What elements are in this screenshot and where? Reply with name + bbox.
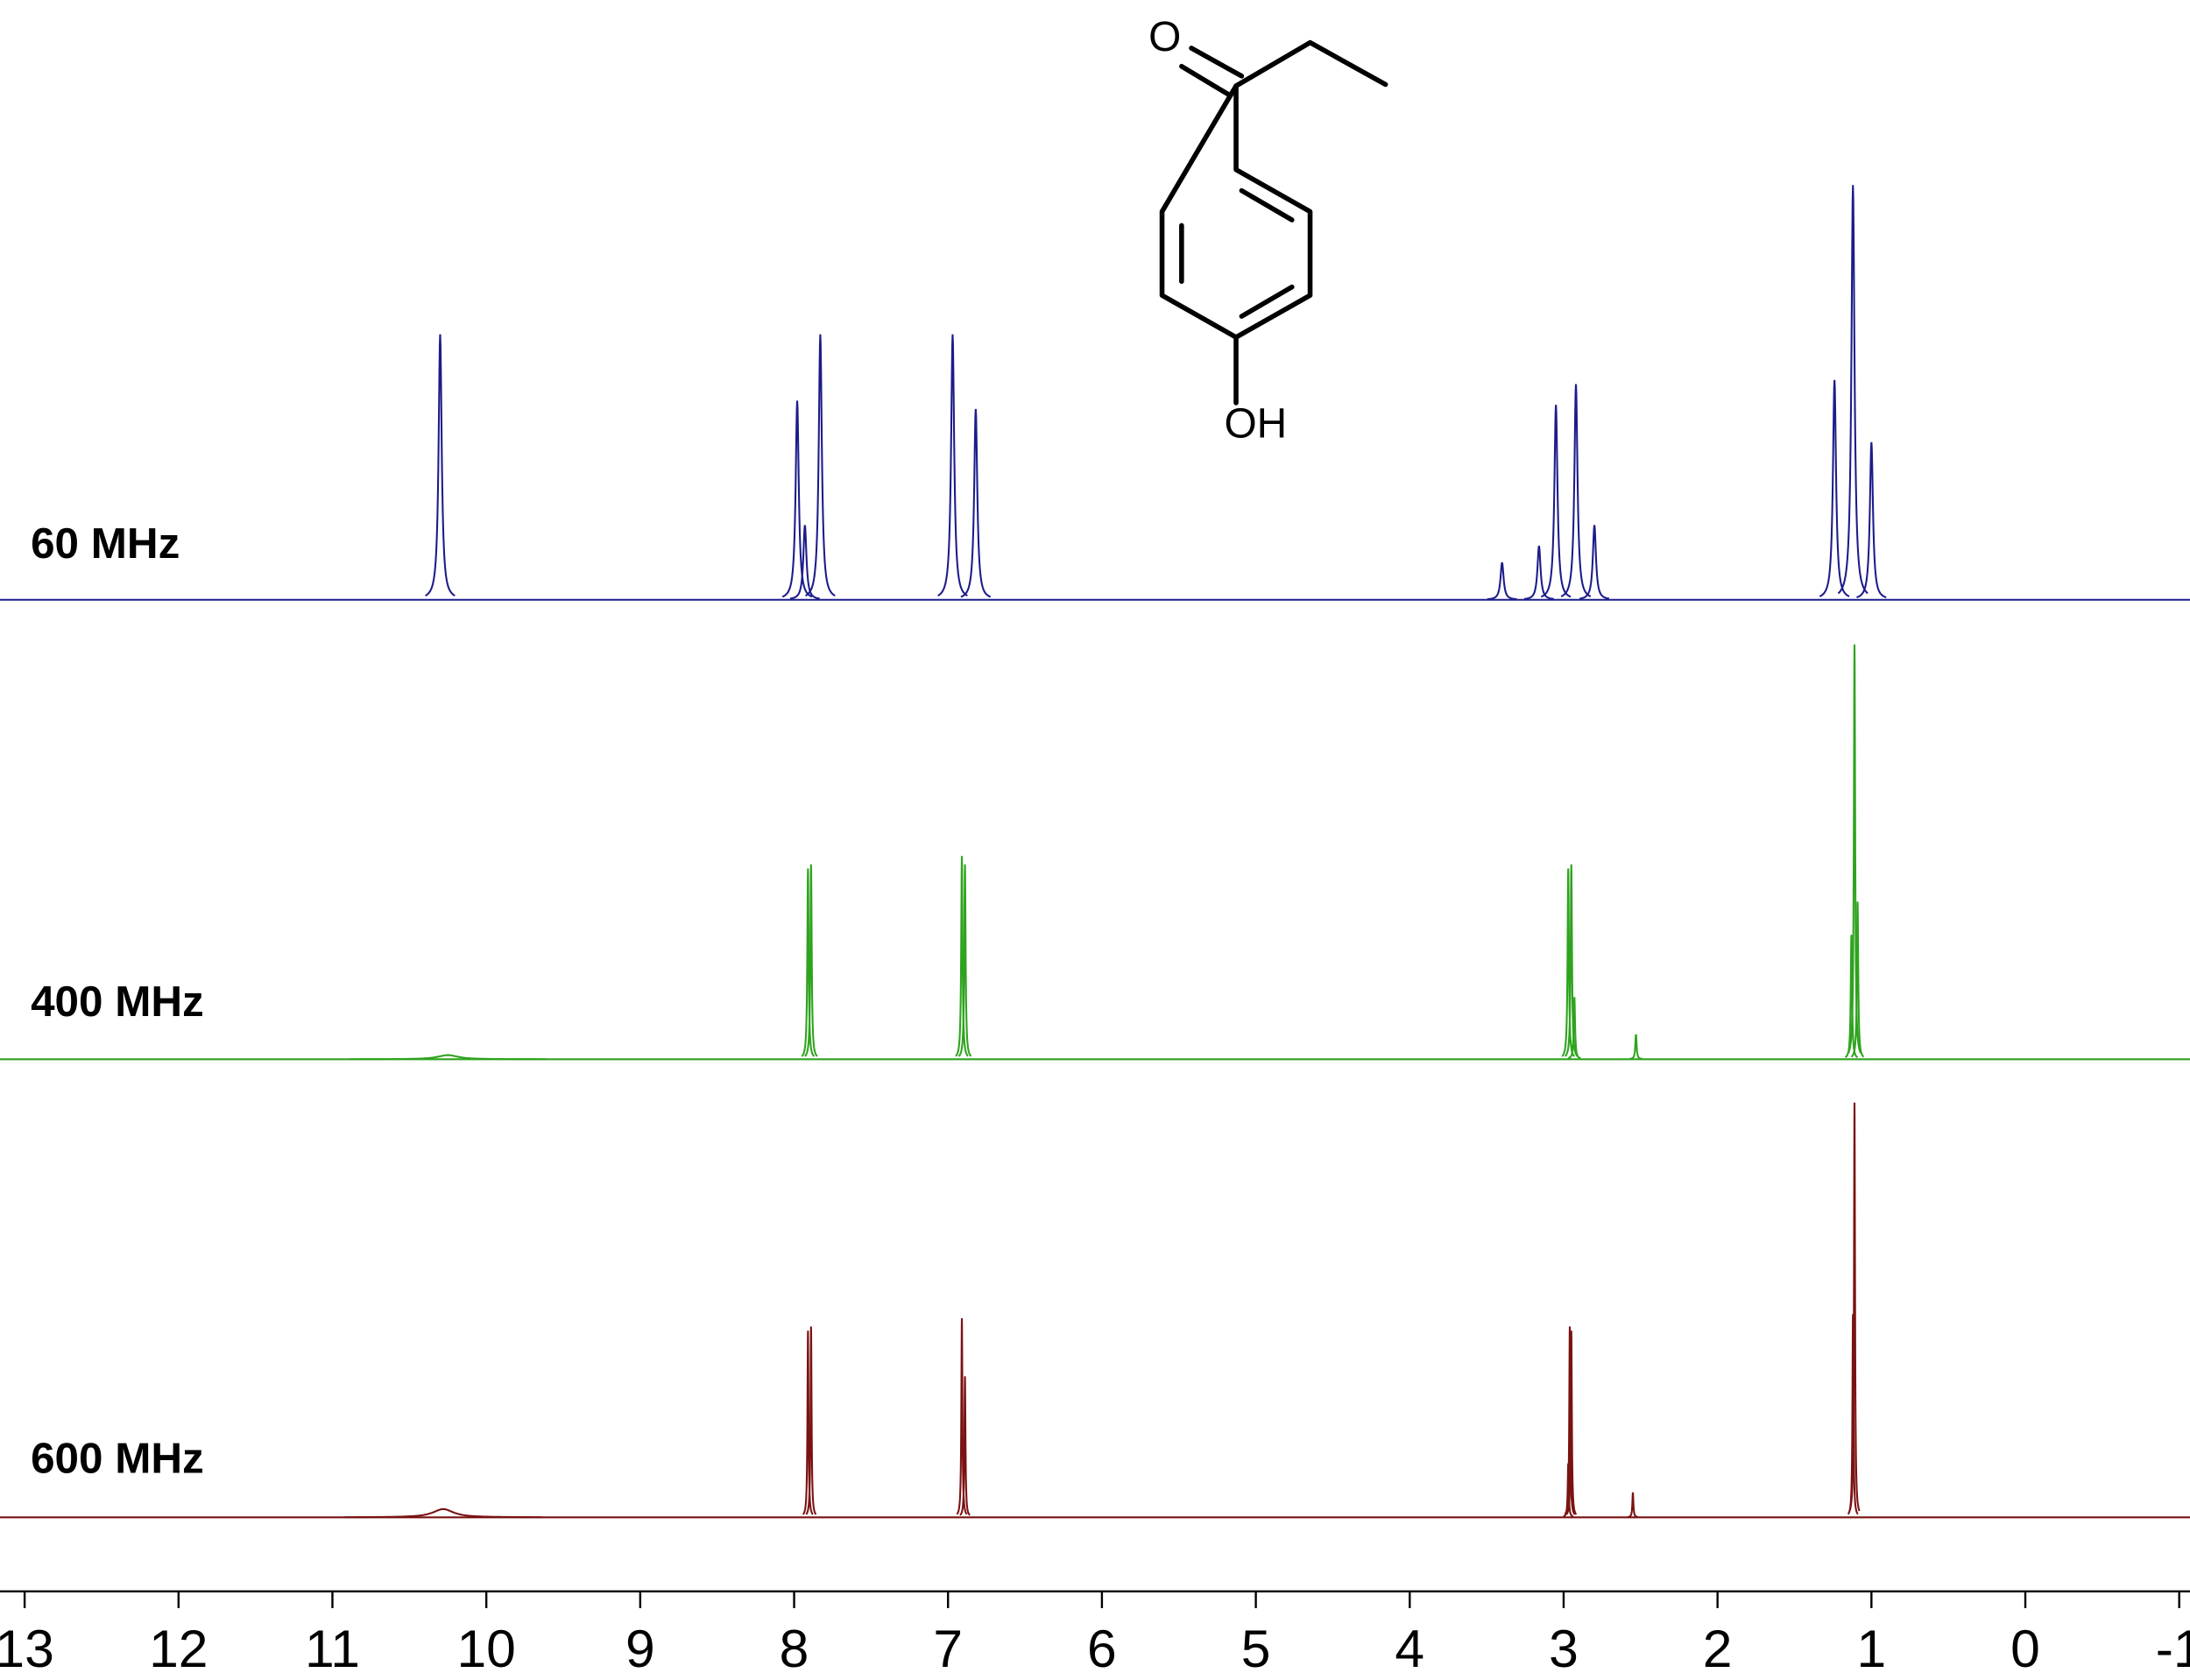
peak: [789, 525, 820, 600]
x-tick-label: 3: [1549, 1619, 1579, 1678]
bond: [1159, 83, 1313, 340]
series-label: 600 MHz: [31, 1435, 204, 1483]
peak: [1629, 1034, 1642, 1060]
x-tick-label: 10: [456, 1619, 515, 1678]
peak: [1565, 1331, 1578, 1515]
peak: [425, 334, 456, 597]
peak: [1567, 997, 1581, 1060]
peak: [1837, 185, 1869, 595]
x-tick-label: 8: [780, 1619, 809, 1678]
x-tick-label: 5: [1241, 1619, 1271, 1678]
series-label: 400 MHz: [31, 978, 204, 1026]
peak: [344, 1507, 542, 1519]
peak: [1850, 901, 1865, 1058]
x-tick-label: 9: [625, 1619, 655, 1678]
series-label: 60 MHz: [31, 519, 180, 568]
peak: [1523, 546, 1554, 600]
x-tick-label: 11: [305, 1619, 360, 1678]
peak: [1487, 561, 1517, 601]
peak: [1628, 1492, 1638, 1518]
bond: [1179, 46, 1245, 98]
peak: [1564, 864, 1579, 1057]
peak: [937, 334, 968, 597]
peak: [1848, 1102, 1861, 1512]
peak: [1847, 644, 1862, 1054]
peak: [1560, 384, 1592, 597]
peak: [1844, 935, 1859, 1059]
peak: [956, 1317, 968, 1515]
x-tick-label: 0: [2010, 1619, 2040, 1678]
peak: [781, 400, 813, 598]
molecule: O OH: [1148, 14, 1388, 448]
atom-label: O: [1148, 14, 1181, 60]
bond: [1179, 187, 1295, 319]
peak: [957, 864, 972, 1057]
x-tick-label: 12: [149, 1619, 208, 1678]
peak: [960, 408, 992, 598]
peak: [1856, 441, 1887, 598]
peak: [1540, 405, 1572, 598]
x-tick-label: 7: [933, 1619, 963, 1678]
x-tick-label: 2: [1703, 1619, 1733, 1678]
peak: [959, 1376, 971, 1516]
peak: [349, 1054, 547, 1061]
peak: [805, 334, 836, 597]
x-tick-label: -1: [2156, 1619, 2190, 1678]
bond: [1233, 39, 1388, 88]
x-tick-label: 6: [1087, 1619, 1117, 1678]
x-tick-label: 4: [1395, 1619, 1424, 1678]
peak: [804, 864, 818, 1057]
x-tick-label: 13: [0, 1619, 54, 1678]
x-tick-label: 1: [1856, 1619, 1886, 1678]
peak: [801, 868, 816, 1057]
peak: [802, 1331, 814, 1515]
peak: [1579, 525, 1610, 600]
peak: [955, 856, 969, 1057]
peak: [1819, 379, 1850, 597]
peak: [1564, 1326, 1576, 1515]
peak: [805, 1326, 817, 1515]
atom-label: OH: [1224, 401, 1287, 448]
